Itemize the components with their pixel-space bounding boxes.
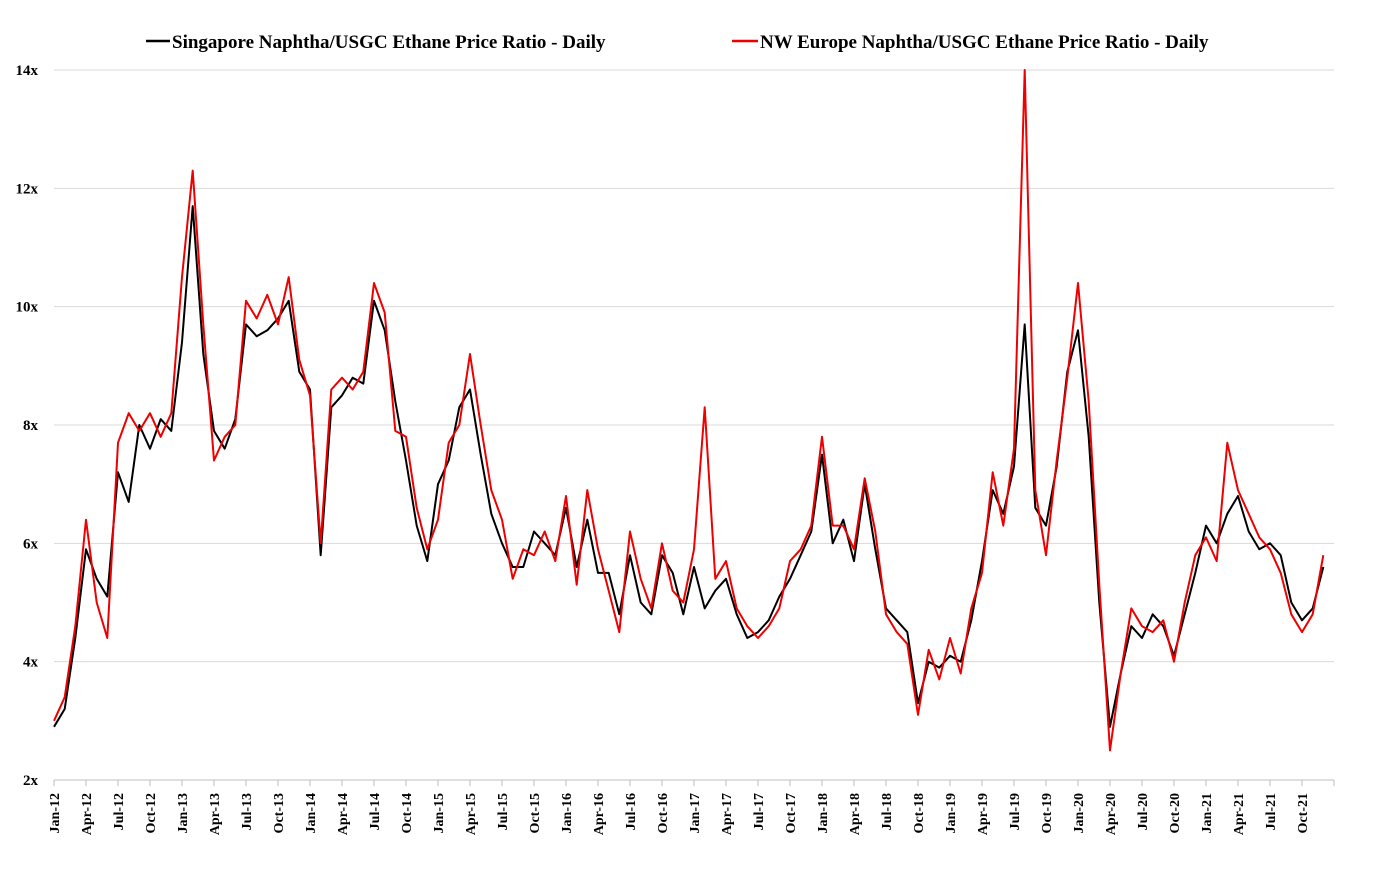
x-tick-label: Jul-15 xyxy=(496,793,511,830)
y-tick-label: 2x xyxy=(23,773,39,789)
y-axis: 2x 4x 6x 8x 10x 12x 14x xyxy=(16,63,39,789)
y-tick-label: 14x xyxy=(16,63,39,79)
chart-legend: Singapore Naphtha/USGC Ethane Price Rati… xyxy=(146,32,1209,53)
y-tick-label: 12x xyxy=(16,181,39,197)
gridlines xyxy=(54,69,1334,663)
x-tick-label: Jan-17 xyxy=(688,793,703,833)
x-tick-label: Jul-16 xyxy=(624,793,639,830)
x-tick-label: Apr-20 xyxy=(1104,793,1119,835)
x-tick-label: Oct-21 xyxy=(1296,793,1311,833)
x-tick-label: Jul-21 xyxy=(1264,793,1279,830)
x-tick-label: Apr-19 xyxy=(976,793,991,835)
x-tick-label: Jul-13 xyxy=(240,793,255,830)
series-lines xyxy=(53,69,1325,752)
x-tick-label: Apr-14 xyxy=(336,793,351,835)
x-tick-label: Oct-15 xyxy=(528,793,543,833)
x-tick-label: Apr-18 xyxy=(848,793,863,835)
x-tick-label: Oct-12 xyxy=(144,793,159,833)
x-tick-label: Oct-13 xyxy=(272,793,287,833)
series-line-singapore xyxy=(53,205,1325,728)
x-tick-label: Jul-20 xyxy=(1136,793,1151,830)
x-tick-label: Apr-15 xyxy=(464,793,479,835)
y-tick-label: 4x xyxy=(23,655,39,671)
x-tick-label: Jan-16 xyxy=(560,793,575,833)
legend-label-singapore: Singapore Naphtha/USGC Ethane Price Rati… xyxy=(172,32,606,53)
x-tick-label: Jan-13 xyxy=(176,793,191,833)
x-tick-label: Apr-16 xyxy=(592,793,607,835)
y-tick-label: 6x xyxy=(23,536,39,552)
x-tick-label: Apr-13 xyxy=(208,793,223,835)
x-tick-label: Jul-17 xyxy=(752,793,767,830)
x-tick-label: Apr-21 xyxy=(1232,793,1247,835)
y-tick-label: 8x xyxy=(23,418,39,434)
x-tick-label: Jan-19 xyxy=(944,793,959,833)
x-tick-label: Oct-16 xyxy=(656,793,671,833)
x-tick-label: Apr-12 xyxy=(80,793,95,835)
legend-label-nw-europe: NW Europe Naphtha/USGC Ethane Price Rati… xyxy=(760,32,1209,53)
x-axis: Jan-12 Apr-12 Jul-12 Oct-12 Jan-13 Apr-13 Jul-… xyxy=(48,779,1335,835)
x-tick-label: Oct-14 xyxy=(400,793,415,833)
x-tick-label: Jul-14 xyxy=(368,793,383,830)
y-tick-label: 10x xyxy=(16,300,39,316)
x-tick-label: Jul-19 xyxy=(1008,793,1023,830)
x-tick-label: Jul-18 xyxy=(880,793,895,830)
x-tick-label: Jan-18 xyxy=(816,793,831,833)
x-tick-label: Jan-20 xyxy=(1072,793,1087,833)
series-line-nw-europe xyxy=(53,69,1325,752)
x-tick-label: Oct-19 xyxy=(1040,793,1055,833)
x-tick-label: Apr-17 xyxy=(720,793,735,835)
x-tick-label: Jul-12 xyxy=(112,793,127,830)
x-tick-label: Jan-14 xyxy=(304,793,319,833)
x-tick-label: Oct-20 xyxy=(1168,793,1183,833)
x-tick-label: Oct-18 xyxy=(912,793,927,833)
x-tick-label: Jan-15 xyxy=(432,793,447,833)
x-tick-label: Jan-21 xyxy=(1200,793,1215,833)
x-tick-label: Oct-17 xyxy=(784,793,799,833)
x-tick-label: Jan-12 xyxy=(48,793,63,833)
